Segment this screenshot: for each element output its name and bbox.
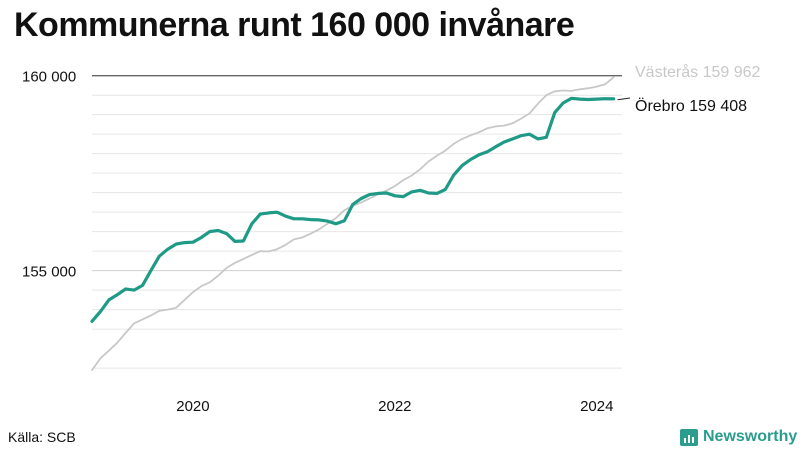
bar-chart-logo-icon bbox=[680, 428, 698, 446]
grid bbox=[92, 94, 622, 369]
y-axis: 155 000 160 000 bbox=[22, 69, 622, 281]
source-note: Källa: SCB bbox=[8, 429, 76, 445]
series-line-västerås bbox=[91, 76, 615, 371]
y-tick-label: 155 000 bbox=[22, 264, 76, 281]
series-line-örebro bbox=[90, 96, 616, 323]
x-tick-label: 2020 bbox=[176, 398, 209, 415]
x-axis: 2020 2022 2024 bbox=[176, 398, 613, 415]
x-tick-label: 2022 bbox=[378, 398, 411, 415]
brand-logo[interactable]: Newsworthy bbox=[680, 428, 797, 446]
x-tick-label: 2024 bbox=[580, 398, 613, 415]
series-end-label-orebro: Örebro 159 408 bbox=[635, 97, 747, 115]
label-leader-line bbox=[617, 97, 631, 101]
series-labels: Västerås 159 962 Örebro 159 408 bbox=[617, 63, 761, 115]
y-tick-label: 160 000 bbox=[22, 69, 76, 86]
series-lines bbox=[90, 76, 616, 371]
chart-title: Kommunerna runt 160 000 invånare bbox=[14, 6, 575, 44]
series-end-label-vasteras: Västerås 159 962 bbox=[635, 63, 761, 81]
brand-name: Newsworthy bbox=[703, 428, 798, 445]
